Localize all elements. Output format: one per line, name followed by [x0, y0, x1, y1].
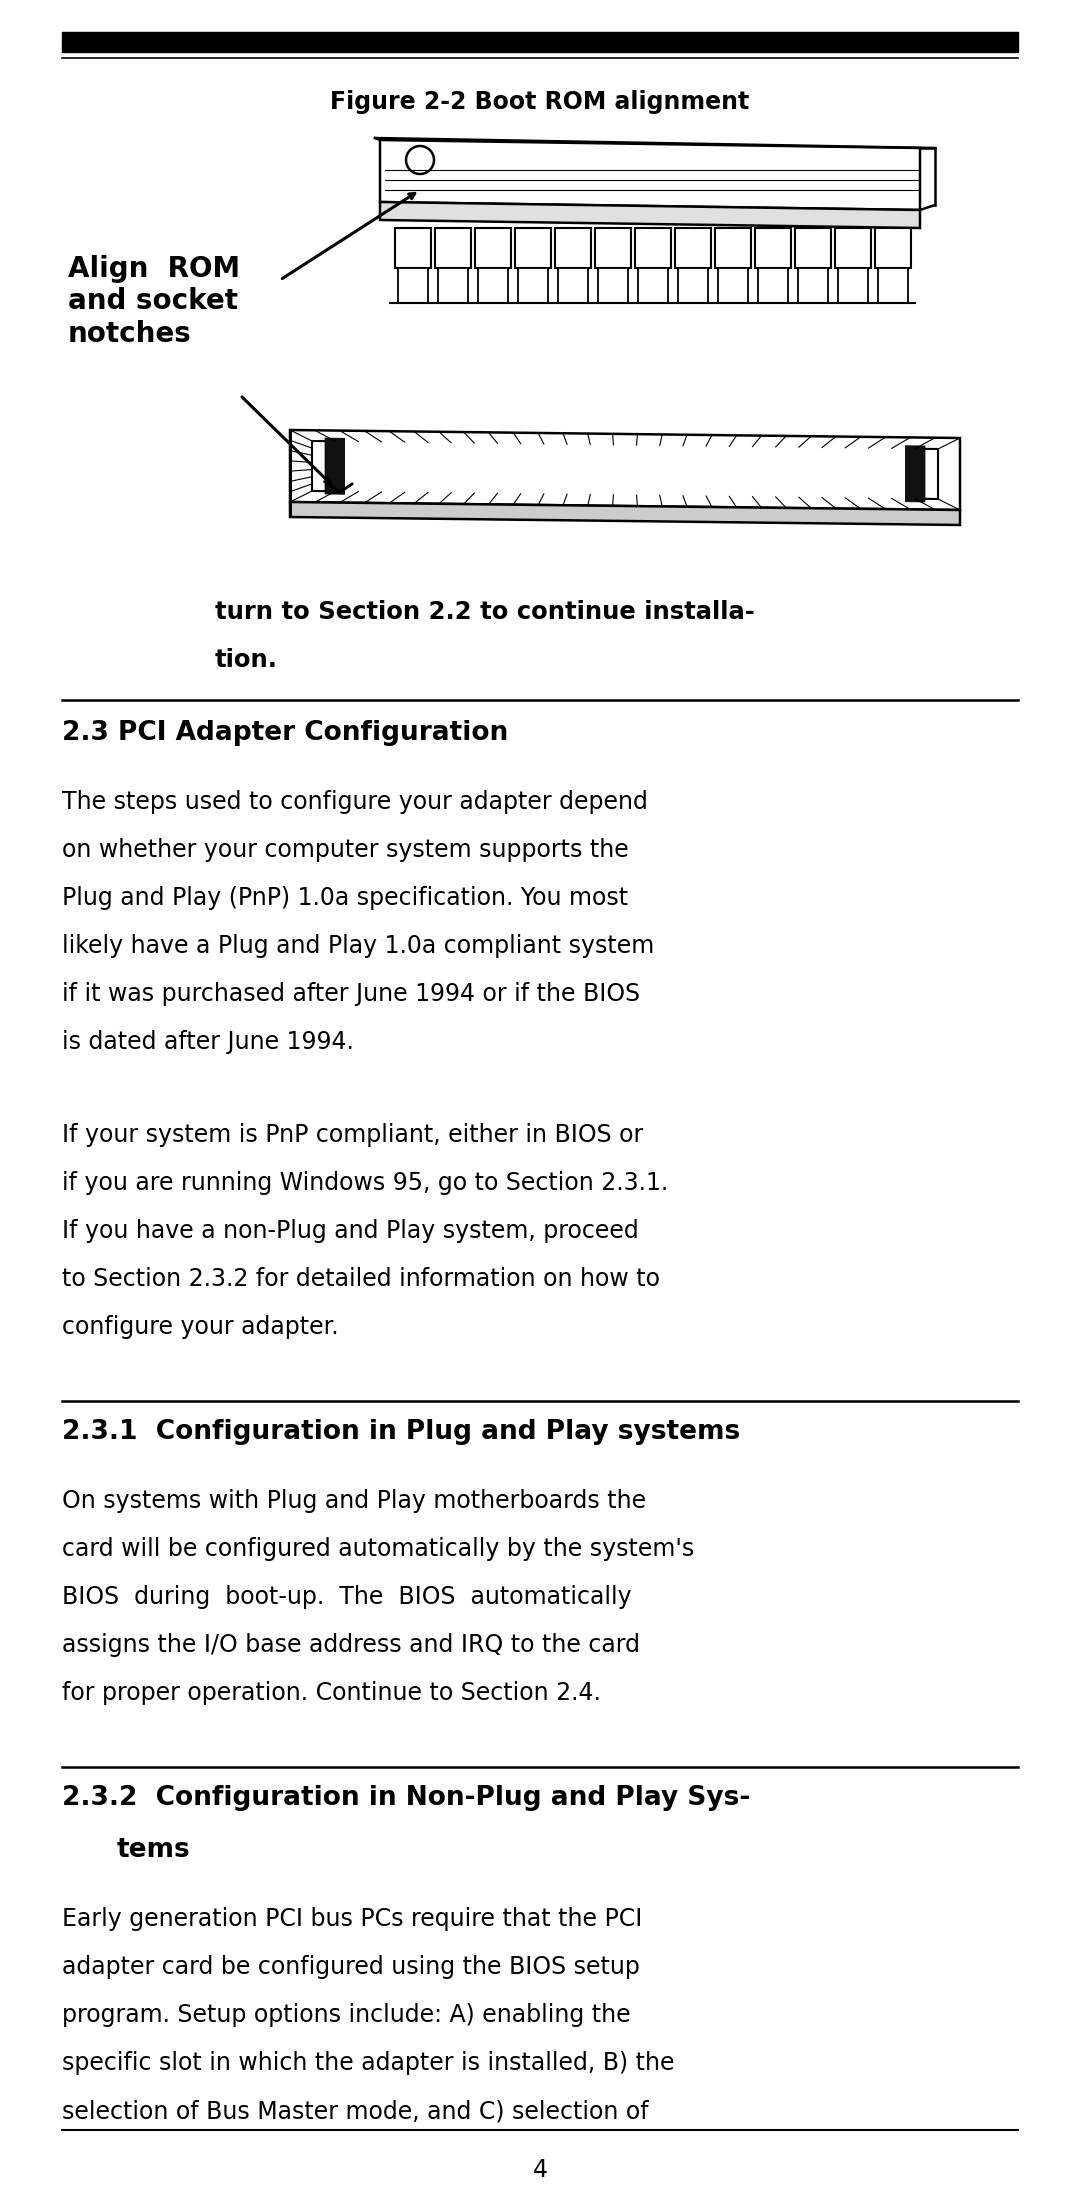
Polygon shape [291, 431, 960, 510]
Text: program. Setup options include: A) enabling the: program. Setup options include: A) enabl… [62, 2003, 631, 2027]
Text: On systems with Plug and Play motherboards the: On systems with Plug and Play motherboar… [62, 1489, 646, 1513]
Bar [838, 268, 868, 303]
Text: Figure 2-2 Boot ROM alignment: Figure 2-2 Boot ROM alignment [330, 90, 750, 114]
Polygon shape [380, 202, 920, 229]
Text: tion.: tion. [215, 649, 278, 673]
Polygon shape [380, 141, 920, 209]
Bar [675, 229, 711, 268]
Bar [595, 229, 631, 268]
Bar [475, 229, 511, 268]
Bar [435, 229, 471, 268]
Bar [835, 229, 870, 268]
Text: configure your adapter.: configure your adapter. [62, 1315, 339, 1339]
Text: If you have a non-Plug and Play system, proceed: If you have a non-Plug and Play system, … [62, 1218, 638, 1242]
Bar [478, 268, 508, 303]
Text: adapter card be configured using the BIOS setup: adapter card be configured using the BIO… [62, 1955, 639, 1979]
Bar [678, 268, 708, 303]
Bar [755, 229, 791, 268]
Bar [395, 229, 431, 268]
Text: if you are running Windows 95, go to Section 2.3.1.: if you are running Windows 95, go to Sec… [62, 1172, 669, 1194]
Text: Early generation PCI bus PCs require that the PCI: Early generation PCI bus PCs require tha… [62, 1907, 643, 1931]
Text: selection of Bus Master mode, and C) selection of: selection of Bus Master mode, and C) sel… [62, 2100, 649, 2122]
Text: on whether your computer system supports the: on whether your computer system supports… [62, 838, 629, 862]
Text: card will be configured automatically by the system's: card will be configured automatically by… [62, 1537, 694, 1561]
Bar [798, 268, 828, 303]
Bar [518, 268, 548, 303]
Text: 2.3.2  Configuration in Non-Plug and Play Sys-: 2.3.2 Configuration in Non-Plug and Play… [62, 1786, 751, 1812]
Text: turn to Section 2.2 to continue installa-: turn to Section 2.2 to continue installa… [215, 600, 755, 625]
Text: 2.3 PCI Adapter Configuration: 2.3 PCI Adapter Configuration [62, 719, 509, 745]
Polygon shape [325, 438, 924, 501]
Bar [875, 229, 912, 268]
Bar [635, 229, 671, 268]
Bar [438, 268, 468, 303]
Bar [795, 229, 831, 268]
Bar [638, 268, 669, 303]
Text: specific slot in which the adapter is installed, B) the: specific slot in which the adapter is in… [62, 2052, 675, 2076]
Bar [718, 268, 748, 303]
Text: is dated after June 1994.: is dated after June 1994. [62, 1029, 354, 1053]
Text: tems: tems [117, 1836, 191, 1863]
Bar [62, 33, 1018, 53]
Text: 4: 4 [532, 2157, 548, 2181]
Polygon shape [291, 501, 960, 526]
Text: Align  ROM
and socket
notches: Align ROM and socket notches [68, 255, 240, 347]
Bar [878, 268, 908, 303]
Bar [399, 268, 428, 303]
Text: likely have a Plug and Play 1.0a compliant system: likely have a Plug and Play 1.0a complia… [62, 935, 654, 959]
Text: 2.3.1  Configuration in Plug and Play systems: 2.3.1 Configuration in Plug and Play sys… [62, 1418, 740, 1445]
Polygon shape [345, 433, 905, 506]
Text: The steps used to configure your adapter depend: The steps used to configure your adapter… [62, 789, 648, 814]
Text: for proper operation. Continue to Section 2.4.: for proper operation. Continue to Sectio… [62, 1680, 600, 1704]
Text: If your system is PnP compliant, either in BIOS or: If your system is PnP compliant, either … [62, 1124, 644, 1148]
Polygon shape [312, 442, 939, 499]
Text: to Section 2.3.2 for detailed information on how to: to Section 2.3.2 for detailed informatio… [62, 1267, 660, 1291]
Bar [515, 229, 551, 268]
Bar [715, 229, 751, 268]
Bar [555, 229, 591, 268]
Text: assigns the I/O base address and IRQ to the card: assigns the I/O base address and IRQ to … [62, 1634, 640, 1658]
Text: BIOS  during  boot-up.  The  BIOS  automatically: BIOS during boot-up. The BIOS automatica… [62, 1585, 632, 1610]
Bar [558, 268, 588, 303]
Bar [758, 268, 788, 303]
Bar [598, 268, 627, 303]
Text: if it was purchased after June 1994 or if the BIOS: if it was purchased after June 1994 or i… [62, 983, 640, 1005]
Text: Plug and Play (PnP) 1.0a specification. You most: Plug and Play (PnP) 1.0a specification. … [62, 886, 629, 910]
